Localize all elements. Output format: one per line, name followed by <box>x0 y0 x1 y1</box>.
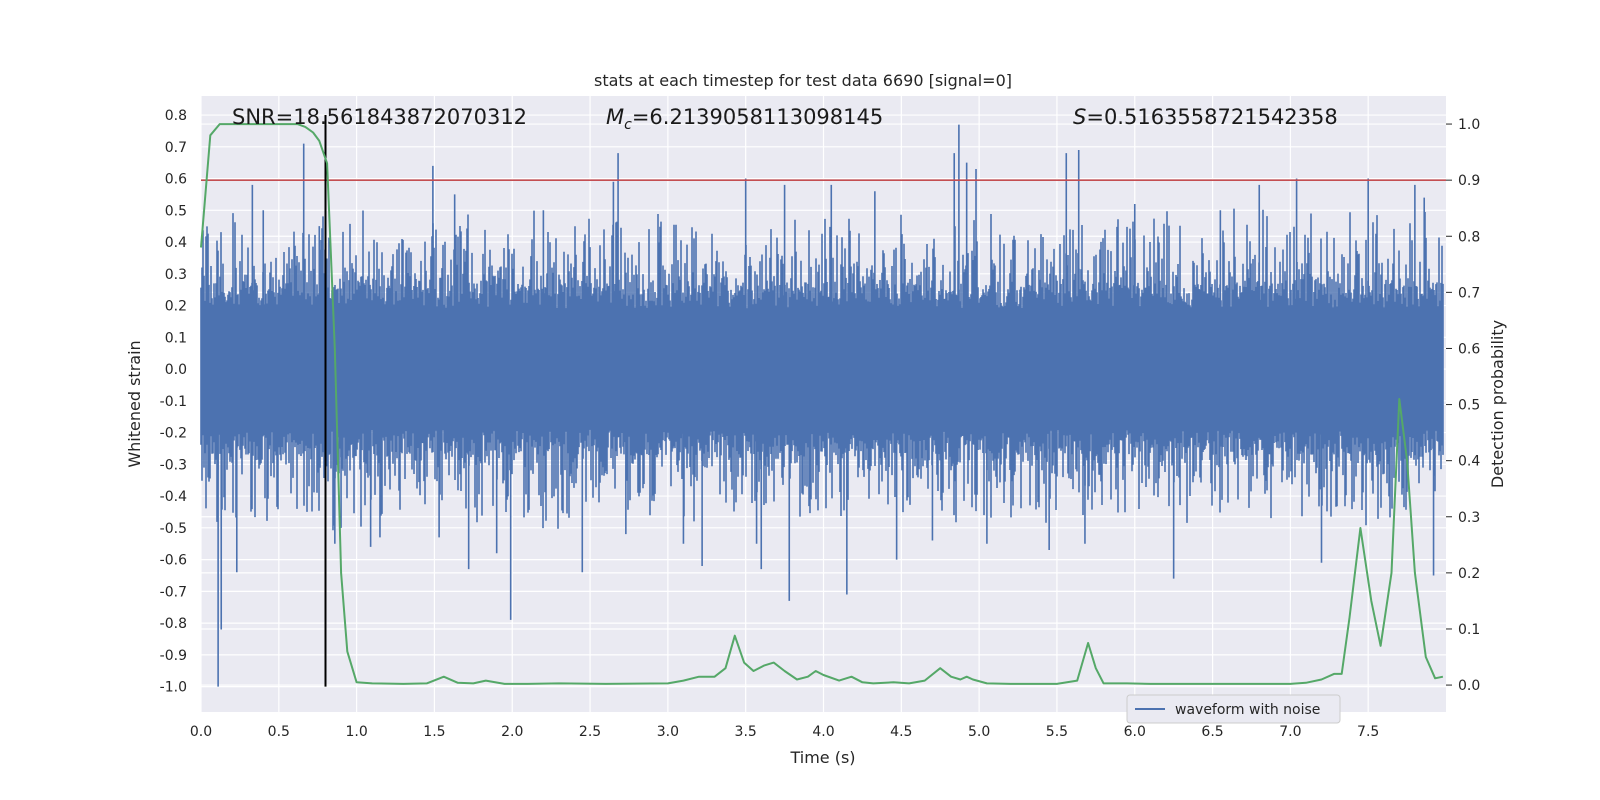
left-tick-label: -1.0 <box>160 680 187 696</box>
x-tick-label: 7.5 <box>1357 724 1379 740</box>
right-tick-label: 0.7 <box>1458 285 1480 301</box>
chart-title: stats at each timestep for test data 669… <box>594 71 1012 90</box>
x-tick-label: 6.5 <box>1201 724 1223 740</box>
x-tick-label: 3.5 <box>735 724 757 740</box>
legend: waveform with noise <box>1126 694 1341 724</box>
x-tick-label: 0.5 <box>268 724 290 740</box>
right-tick-label: 0.1 <box>1458 622 1480 638</box>
left-tick-label: -0.9 <box>160 648 187 664</box>
waveform-with-noise-series <box>200 124 1444 687</box>
legend-label-waveform: waveform with noise <box>1175 702 1320 718</box>
right-tick-label: 0.8 <box>1458 229 1480 245</box>
x-tick-label: 4.0 <box>812 724 834 740</box>
x-axis-label: Time (s) <box>789 748 855 767</box>
x-axis-ticks: 0.0 0.5 1.0 1.5 2.0 2.5 3.0 3.5 4.0 4.5 5.0 5.5 6.0 6… <box>190 724 1379 740</box>
right-tick-label: 0.5 <box>1458 398 1480 414</box>
left-tick-label: -0.5 <box>160 521 187 537</box>
s-value: =0.5163558721542358 <box>1086 105 1337 129</box>
x-tick-label: 4.5 <box>890 724 912 740</box>
left-tick-label: 0.2 <box>165 299 187 315</box>
left-tick-label: -0.7 <box>160 584 187 600</box>
x-tick-label: 1.5 <box>423 724 445 740</box>
x-tick-label: 0.0 <box>190 724 212 740</box>
left-tick-label: 0.0 <box>165 362 187 378</box>
x-tick-label: 7.0 <box>1279 724 1301 740</box>
left-tick-label: 0.5 <box>165 203 187 219</box>
s-symbol: S <box>1073 105 1086 129</box>
left-tick-label: -0.6 <box>160 553 187 569</box>
right-tick-label: 1.0 <box>1458 117 1480 133</box>
left-tick-label: 0.4 <box>165 235 187 251</box>
left-tick-label: -0.1 <box>160 394 187 410</box>
left-tick-label: 0.3 <box>165 267 187 283</box>
left-tick-label: 0.1 <box>165 330 187 346</box>
left-axis-ticks: 0.8 0.7 0.6 0.5 0.4 0.3 0.2 0.1 0.0 -0.1 -0.2 -0.3 -… <box>160 108 187 696</box>
chirp-mass-symbol: M <box>606 105 624 129</box>
x-tick-label: 6.0 <box>1124 724 1146 740</box>
right-tick-label: 0.3 <box>1458 510 1480 526</box>
right-tick-label: 0.0 <box>1458 678 1480 694</box>
chirp-mass-subscript: c <box>624 117 632 133</box>
detection-probability-line <box>200 123 1444 685</box>
detection-probability-series <box>200 123 1444 685</box>
right-tick-label: 0.2 <box>1458 566 1480 582</box>
right-tick-label: 0.9 <box>1458 173 1480 189</box>
x-tick-label: 5.0 <box>968 724 990 740</box>
overlay-lines <box>201 115 1446 687</box>
x-tick-label: 2.5 <box>579 724 601 740</box>
right-axis-ticks: 1.0 0.9 0.8 0.7 0.6 0.5 0.4 0.3 0.2 0.1 0.0 <box>1446 117 1480 694</box>
legend-box <box>1126 694 1341 724</box>
left-tick-label: 0.7 <box>165 140 187 156</box>
left-tick-label: -0.8 <box>160 616 187 632</box>
left-tick-label: 0.6 <box>165 172 187 188</box>
chirp-mass-annotation: Mc=6.2139058113098145 <box>606 105 883 133</box>
x-tick-label: 5.5 <box>1046 724 1068 740</box>
left-tick-label: -0.2 <box>160 426 187 442</box>
left-tick-label: 0.8 <box>165 108 187 124</box>
right-axis-label: Detection probability <box>1488 320 1507 488</box>
x-tick-label: 3.0 <box>657 724 679 740</box>
left-axis-label: Whitened strain <box>125 340 144 467</box>
waveform-noise-band <box>200 208 1444 531</box>
x-tick-label: 1.0 <box>345 724 367 740</box>
x-tick-label: 2.0 <box>501 724 523 740</box>
snr-annotation: SNR=18.561843872070312 <box>232 105 527 129</box>
s-annotation: S=0.5163558721542358 <box>1073 105 1338 129</box>
chirp-mass-value: =6.2139058113098145 <box>632 105 883 129</box>
right-tick-label: 0.4 <box>1458 454 1480 470</box>
left-tick-label: -0.4 <box>160 489 187 505</box>
left-tick-label: -0.3 <box>160 457 187 473</box>
right-tick-label: 0.6 <box>1458 341 1480 357</box>
